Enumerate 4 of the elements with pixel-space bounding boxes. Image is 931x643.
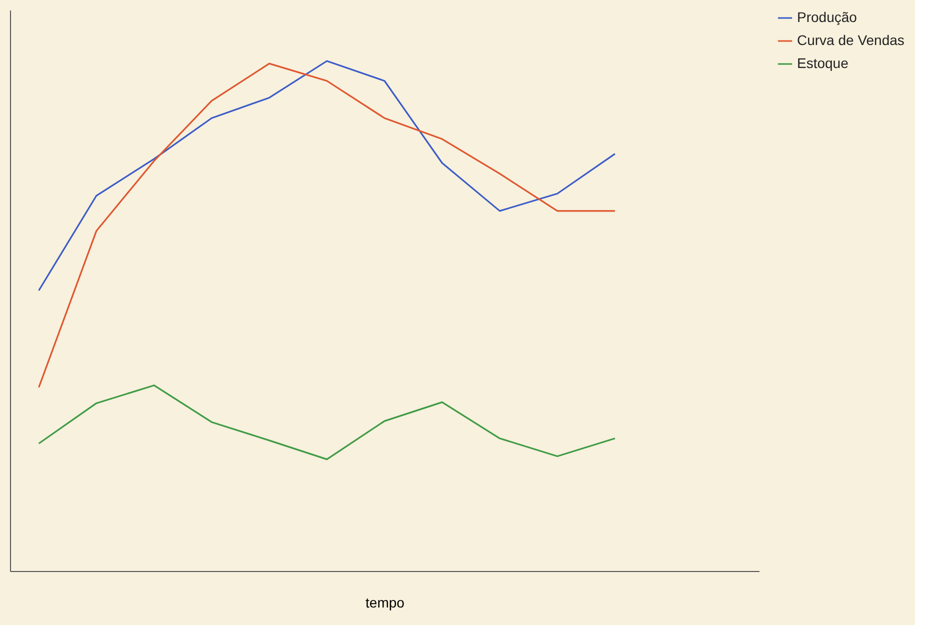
legend-label: Produção: [797, 9, 858, 25]
legend-label: Curva de Vendas: [797, 32, 904, 48]
x-axis-title: tempo: [366, 594, 405, 610]
legend-label: Estoque: [797, 55, 849, 71]
